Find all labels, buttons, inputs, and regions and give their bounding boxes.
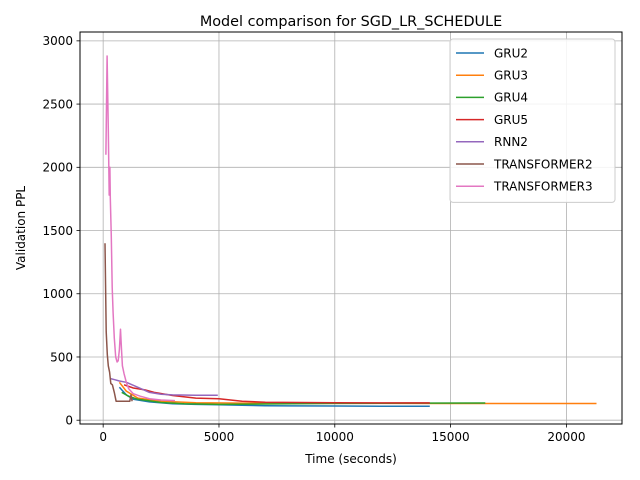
x-tick-label: 15000 xyxy=(432,430,470,444)
axis-ticks: 0 5000 10000 15000 20000 0 500 1000 1500 2000 2500… xyxy=(42,34,585,444)
y-tick-label: 1500 xyxy=(42,224,73,238)
series-line-transformer3 xyxy=(105,55,176,402)
chart-title: Model comparison for SGD_LR_SCHEDULE xyxy=(200,14,502,30)
series-lines xyxy=(104,55,597,408)
legend-label: GRU5 xyxy=(494,113,528,127)
legend-frame xyxy=(449,38,616,203)
x-tick-label: 20000 xyxy=(547,430,585,444)
y-tick-label: 500 xyxy=(50,350,73,364)
x-tick-label: 0 xyxy=(99,430,107,444)
y-tick-label: 1000 xyxy=(42,287,73,301)
legend-label: GRU3 xyxy=(494,69,528,83)
y-tick-label: 2500 xyxy=(42,97,73,111)
y-axis-label: Validation PPL xyxy=(14,186,28,271)
legend-label: GRU4 xyxy=(494,91,528,105)
series-line-transformer2 xyxy=(104,243,133,402)
legend: GRU2 GRU3 GRU4 GRU5 RNN2 TRANSFORMER2 TRANSFOR… xyxy=(449,38,616,203)
legend-label: TRANSFORMER2 xyxy=(493,157,593,171)
legend-label: GRU2 xyxy=(494,46,528,60)
x-tick-label: 5000 xyxy=(204,430,235,444)
x-axis-label: Time (seconds) xyxy=(304,452,397,466)
legend-label: TRANSFORMER3 xyxy=(493,180,593,194)
y-tick-label: 3000 xyxy=(42,34,73,48)
plot-frame xyxy=(79,31,623,425)
y-tick-label: 0 xyxy=(65,414,73,428)
legend-label: RNN2 xyxy=(494,135,528,149)
x-tick-label: 10000 xyxy=(316,430,354,444)
y-tick-label: 2000 xyxy=(42,161,73,175)
series-line-rnn2 xyxy=(109,377,218,396)
